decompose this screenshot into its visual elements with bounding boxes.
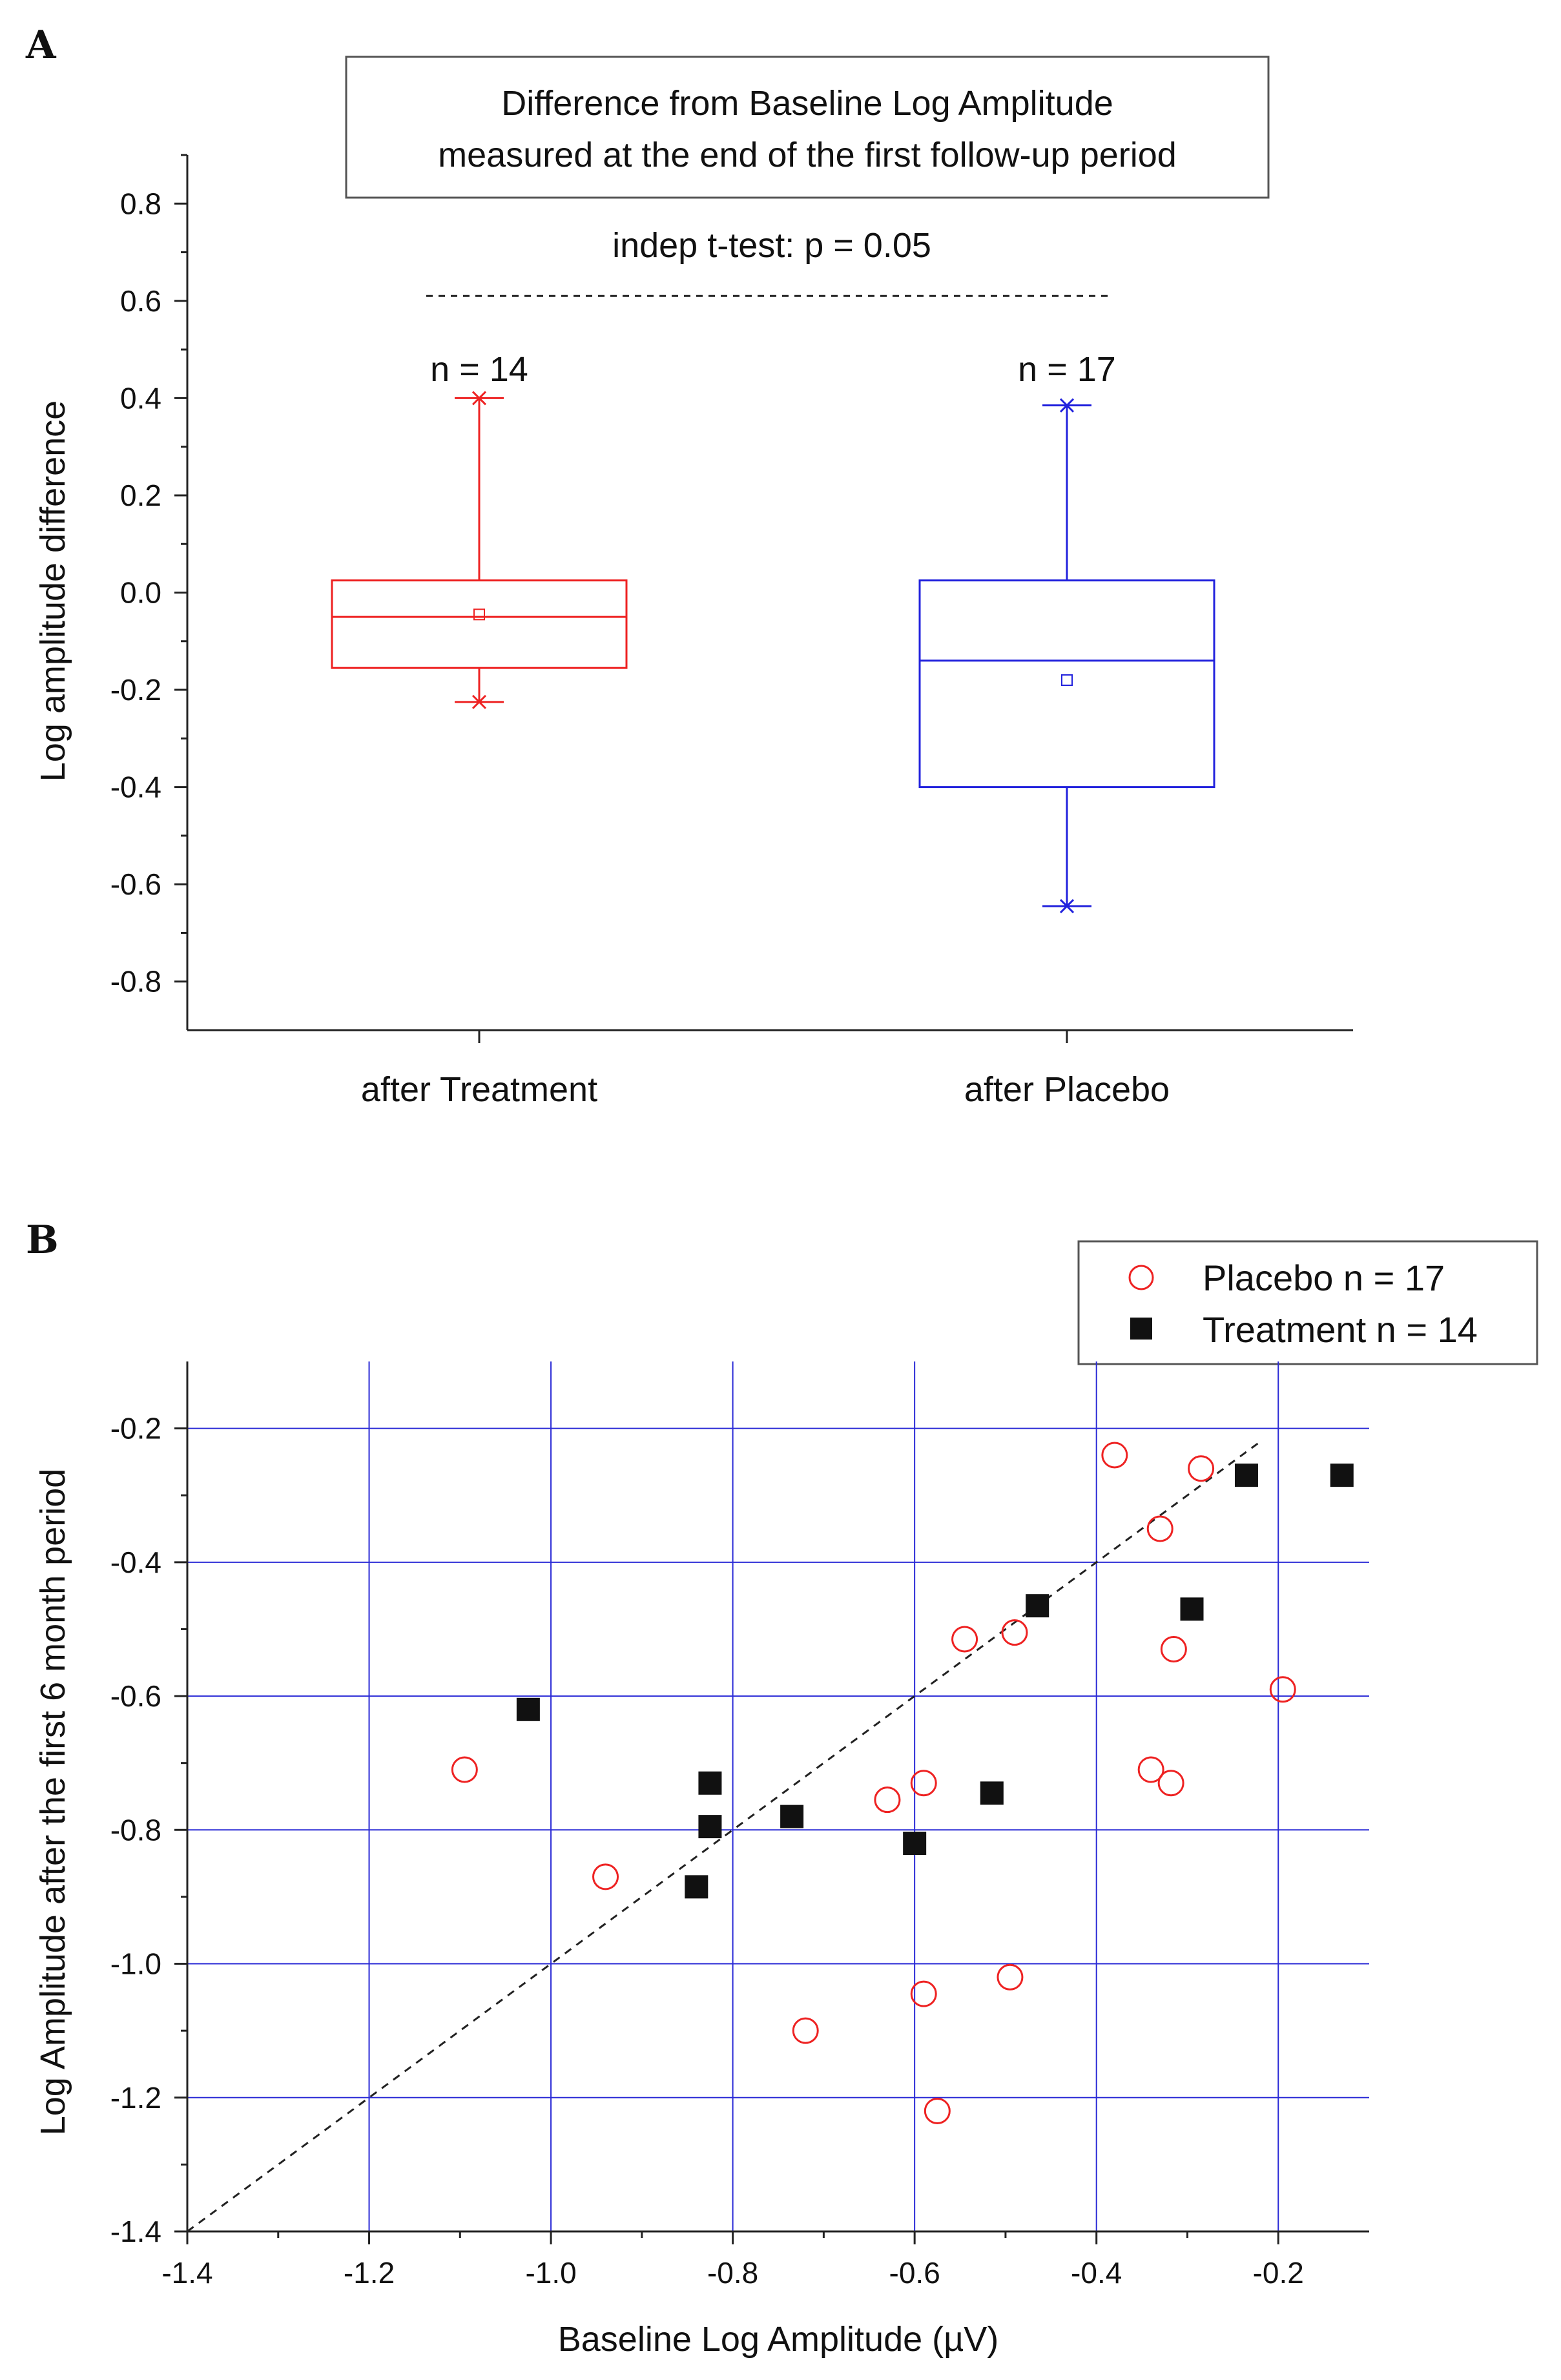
panel-b-points	[451, 1442, 1354, 2124]
panel-b-x-axis-title: Baseline Log Amplitude (µV)	[558, 2320, 999, 2359]
treatment-point	[1180, 1597, 1204, 1621]
panel-b-y-tick-label: -0.2	[110, 1412, 161, 1445]
panel-b-y-tick-label: -0.4	[110, 1546, 161, 1579]
box-mean-marker	[1061, 674, 1073, 686]
box-extreme-marker	[1059, 398, 1075, 413]
box-mean-marker	[473, 608, 485, 621]
box-iqr	[918, 579, 1215, 789]
treatment-point	[685, 1875, 708, 1899]
treatment-point	[1330, 1464, 1354, 1487]
panel-a-x-tick-label: after Treatment	[361, 1070, 597, 1109]
treatment-point	[980, 1781, 1004, 1805]
treatment-point	[1026, 1594, 1049, 1618]
placebo-point	[910, 1770, 937, 1797]
panel-a-y-ticks: 0.8 0.6 0.4 0.2 0.0 -0.2 -0.4 -0.6 -0.8	[110, 154, 187, 999]
box-iqr	[331, 579, 628, 669]
panel-a-y-axis-title: Log amplitude difference	[34, 400, 72, 781]
box-n-label: n = 17	[1018, 350, 1116, 389]
panel-b-identity-line	[187, 1441, 1261, 2233]
panel-b-x-tick-label: -0.8	[707, 2256, 758, 2290]
panel-a-letter: A	[25, 23, 57, 68]
treatment-point	[698, 1815, 722, 1839]
placebo-point	[910, 1980, 937, 2007]
panel-b-x-tick-label: -0.2	[1253, 2256, 1304, 2290]
box-extreme-marker	[471, 391, 487, 406]
panel-a-y-tick-label: -0.8	[110, 965, 161, 999]
placebo-point	[1137, 1756, 1164, 1783]
box-n-label: n = 14	[430, 350, 528, 389]
panel-a-x-ticks: after Treatment after Placebo	[361, 1030, 1170, 1109]
box-placebo: n = 17	[918, 350, 1215, 914]
panel-b-x-tick-label: -1.4	[161, 2256, 212, 2290]
panel-a-title-box	[345, 56, 1270, 199]
placebo-point	[951, 1626, 978, 1653]
placebo-point	[792, 2017, 819, 2044]
panel-a-y-tick-label: -0.2	[110, 673, 161, 707]
panel-a-y-tick-label: 0.6	[120, 284, 161, 318]
treatment-point	[516, 1697, 540, 1721]
panel-a-y-tick-label: 0.2	[120, 479, 161, 512]
panel-b-grid	[187, 1361, 1369, 2231]
box-extreme-marker	[1059, 898, 1075, 914]
panel-b-x-tick-label: -0.6	[889, 2256, 940, 2290]
legend-placebo-label: Placebo n = 17	[1203, 1257, 1445, 1298]
panel-a-title-line-1: Difference from Baseline Log Amplitude	[501, 84, 1113, 123]
placebo-point	[1188, 1455, 1215, 1482]
placebo-point	[1001, 1619, 1028, 1646]
box-treatment: n = 14	[331, 350, 628, 709]
panel-b-y-tick-label: -1.4	[110, 2215, 161, 2248]
placebo-point	[1157, 1770, 1184, 1797]
panel-a-significance-label: indep t-test: p = 0.05	[612, 226, 931, 265]
panel-b-y-ticks: -0.2 -0.4 -0.6 -0.8 -1.0 -1.2 -1.4	[110, 1412, 187, 2248]
panel-b-y-tick-label: -0.6	[110, 1679, 161, 1713]
panel-a: A Difference from Baseline Log Amplitude…	[25, 23, 1353, 1109]
panel-b-x-tick-label: -0.4	[1071, 2256, 1122, 2290]
panel-a-y-tick-label: 0.0	[120, 576, 161, 610]
placebo-point	[1160, 1636, 1187, 1663]
panel-b-y-tick-label: -1.0	[110, 1947, 161, 1981]
box-extreme-marker	[471, 694, 487, 709]
treatment-point	[903, 1832, 927, 1856]
placebo-point	[1101, 1442, 1128, 1469]
legend-treatment-marker	[1130, 1318, 1152, 1340]
treatment-point	[1234, 1464, 1258, 1487]
panel-b-y-axis-title: Log Amplitude after the first 6 month pe…	[34, 1469, 72, 2136]
panel-a-y-tick-label: -0.6	[110, 867, 161, 901]
panel-a-title-line-2: measured at the end of the first follow-…	[438, 136, 1177, 174]
treatment-point	[780, 1805, 804, 1828]
panel-a-boxes: n = 14 n = 17	[331, 350, 1215, 914]
placebo-point	[1269, 1676, 1296, 1703]
panel-a-y-tick-label: -0.4	[110, 771, 161, 804]
panel-b-y-tick-label: -1.2	[110, 2081, 161, 2115]
panel-a-y-tick-label: 0.8	[120, 187, 161, 220]
panel-a-y-tick-label: 0.4	[120, 381, 161, 415]
placebo-point	[1146, 1515, 1173, 1542]
placebo-point	[874, 1786, 901, 1814]
placebo-point	[592, 1863, 619, 1890]
legend-box	[1077, 1240, 1538, 1365]
legend-treatment-label: Treatment n = 14	[1203, 1309, 1478, 1350]
placebo-point	[997, 1963, 1024, 1991]
panel-b: B Placebo n = 17 Treatment n = 14 -0.2-0…	[26, 1217, 1538, 2359]
legend-placebo-marker	[1128, 1265, 1154, 1290]
treatment-point	[698, 1771, 722, 1795]
placebo-point	[451, 1756, 478, 1783]
panel-b-letter: B	[26, 1217, 59, 1263]
panel-b-x-tick-label: -1.0	[525, 2256, 576, 2290]
panel-b-x-tick-label: -1.2	[344, 2256, 395, 2290]
panel-a-x-tick-label: after Placebo	[964, 1070, 1170, 1109]
placebo-point	[924, 2097, 951, 2124]
panel-b-y-tick-label: -0.8	[110, 1813, 161, 1847]
panel-b-x-ticks: -1.4 -1.2 -1.0 -0.8 -0.6 -0.4 -0.2	[161, 2231, 1304, 2290]
